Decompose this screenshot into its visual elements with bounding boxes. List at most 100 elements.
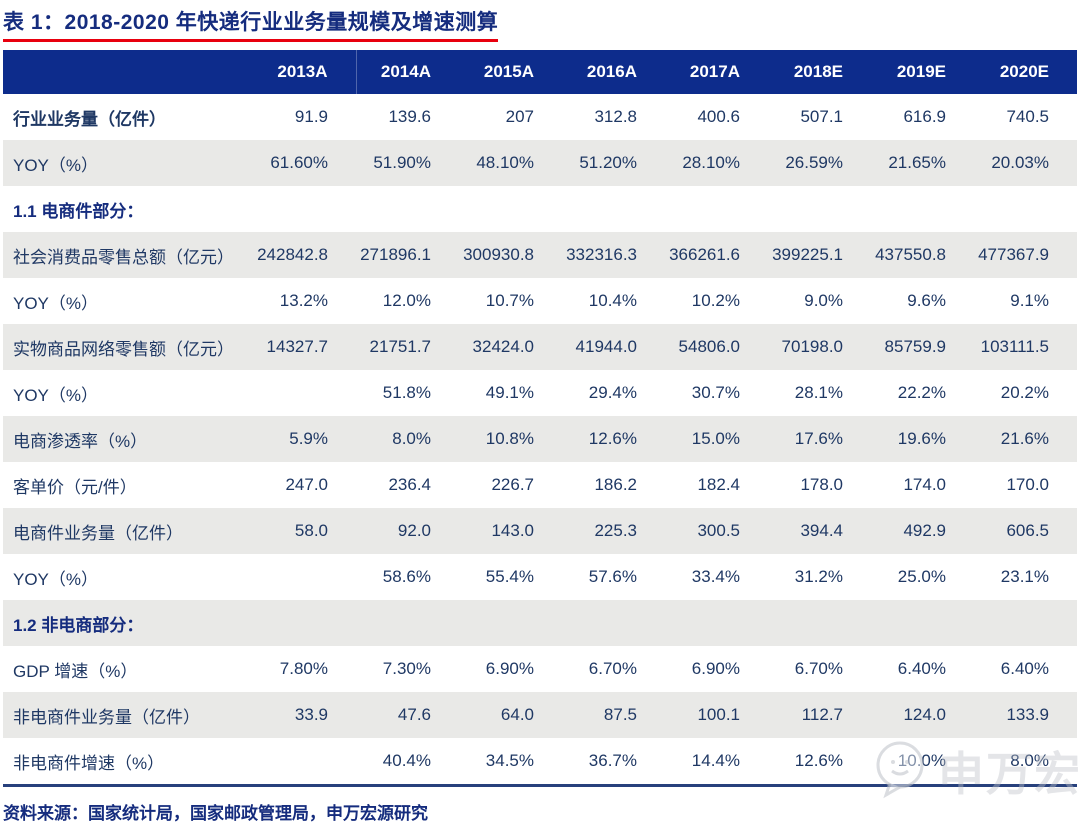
table-row: YOY（%） 51.8% 49.1% 29.4% 30.7% 28.1% 22.2% 20.2… [3, 370, 1077, 416]
header-cell-blank [3, 50, 253, 94]
row-label: 非电商件业务量（亿件） [3, 692, 253, 738]
table-row: 非电商件增速（%） 40.4% 34.5% 36.7% 14.4% 12.6% 10.0% 8… [3, 738, 1077, 786]
cell-value: 226.7 [491, 475, 534, 494]
cell-value: 6.70% [794, 659, 843, 678]
table-row: 客单价（元/件） 247.0 236.4 226.7 186.2 182.4 178.0 17… [3, 462, 1077, 508]
data-table: 2013A 2014A 2015A 2016A 2017A 2018E 2019E 2020E… [3, 50, 1077, 787]
cell-value: 6.70% [588, 659, 637, 678]
cell-value: 48.10% [459, 140, 562, 186]
cell-value: 143.0 [459, 508, 562, 554]
source-note: 资料来源：国家统计局，国家邮政管理局，申万宏源研究 [3, 804, 428, 823]
cell-value: 55.4% [485, 567, 534, 586]
cell-value: 34.5% [485, 751, 534, 770]
row-label: 电商渗透率（%） [3, 416, 253, 462]
header-cell-year: 2015A [459, 50, 562, 94]
cell-value: 28.1% [794, 383, 843, 402]
cell-value: 14327.7 [253, 324, 356, 370]
cell-value: 400.6 [697, 107, 740, 126]
cell-value: 21751.7 [356, 324, 459, 370]
header-cell-year: 2013A [253, 50, 357, 94]
row-label: 非电商件增速（%） [13, 753, 165, 773]
cell-value: 21.6% [974, 416, 1077, 462]
cell-value: 20.03% [974, 140, 1077, 186]
cell-value: 492.9 [871, 508, 974, 554]
section-row: 1.1 电商件部分： [3, 186, 1077, 232]
cell-value: 10.7% [485, 291, 534, 310]
cell-value: 300.5 [665, 508, 768, 554]
cell-value: 19.6% [871, 416, 974, 462]
table-row: 社会消费品零售总额（亿元） 242842.8 271896.1 300930.8 332… [3, 232, 1077, 278]
cell-value: 271896.1 [356, 232, 459, 278]
cell-value: 477367.9 [974, 232, 1077, 278]
cell-value: 182.4 [697, 475, 740, 494]
cell-value: 85759.9 [871, 324, 974, 370]
cell-value: 8.0% [356, 416, 459, 462]
cell-value: 29.4% [588, 383, 637, 402]
row-label: YOY（%） [3, 140, 253, 186]
cell-value: 394.4 [768, 508, 871, 554]
cell-value: 20.2% [1000, 383, 1049, 402]
table-row: 非电商件业务量（亿件） 33.9 47.6 64.0 87.5 100.1 112.7 124… [3, 692, 1077, 738]
cell-value: 740.5 [1006, 107, 1049, 126]
cell-value: 31.2% [794, 567, 843, 586]
cell-value: 133.9 [974, 692, 1077, 738]
table-row: 电商渗透率（%） 5.9% 8.0% 10.8% 12.6% 15.0% 17.6% 19.6… [3, 416, 1077, 462]
cell-value: 51.20% [562, 140, 665, 186]
header-cell-year: 2014A [356, 50, 459, 94]
cell-value: 28.10% [665, 140, 768, 186]
cell-value: 12.6% [562, 416, 665, 462]
cell-value: 606.5 [974, 508, 1077, 554]
cell-value: 47.6 [356, 692, 459, 738]
cell-value: 399225.1 [768, 232, 871, 278]
cell-value: 100.1 [665, 692, 768, 738]
cell-value: 10.8% [459, 416, 562, 462]
cell-value: 236.4 [388, 475, 431, 494]
header-cell-year: 2016A [562, 50, 665, 94]
cell-value: 139.6 [388, 107, 431, 126]
cell-value: 300930.8 [459, 232, 562, 278]
row-label: YOY（%） [13, 385, 99, 405]
header-cell-year: 2019E [871, 50, 974, 94]
cell-value: 6.40% [1000, 659, 1049, 678]
cell-value: 58.6% [382, 567, 431, 586]
cell-value: 87.5 [562, 692, 665, 738]
row-label: YOY（%） [13, 293, 99, 313]
header-row: 2013A 2014A 2015A 2016A 2017A 2018E 2019E 2020E [3, 50, 1077, 94]
cell-value: 12.0% [382, 291, 431, 310]
cell-value: 170.0 [1006, 475, 1049, 494]
cell-value: 91.9 [294, 107, 328, 126]
cell-value: 616.9 [903, 107, 946, 126]
row-label: 行业业务量（亿件） [13, 109, 166, 129]
row-label: 实物商品网络零售额（亿元） [3, 324, 253, 370]
row-label: 电商件业务量（亿件） [3, 508, 253, 554]
cell-value: 366261.6 [665, 232, 768, 278]
cell-value: 6.40% [897, 659, 946, 678]
table-row: YOY（%） 13.2% 12.0% 10.7% 10.4% 10.2% 9.0% 9.6% 9… [3, 278, 1077, 324]
cell-value: 64.0 [459, 692, 562, 738]
cell-value: 14.4% [691, 751, 740, 770]
cell-value: 22.2% [897, 383, 946, 402]
section-label: 1.1 电商件部分： [13, 201, 144, 221]
cell-value: 12.6% [794, 751, 843, 770]
table-row: 实物商品网络零售额（亿元） 14327.7 21751.7 32424.0 41944.… [3, 324, 1077, 370]
cell-value: 61.60% [253, 140, 356, 186]
cell-value: 10.2% [691, 291, 740, 310]
cell-value: 225.3 [562, 508, 665, 554]
table-title: 表 1：2018-2020 年快递行业业务量规模及增速测算 [3, 6, 499, 42]
cell-value: 6.90% [485, 659, 534, 678]
cell-value: 8.0% [1010, 751, 1049, 770]
cell-value: 40.4% [382, 751, 431, 770]
cell-value: 174.0 [903, 475, 946, 494]
cell-value: 7.30% [382, 659, 431, 678]
cell-value: 9.1% [1010, 291, 1049, 310]
cell-value: 507.1 [800, 107, 843, 126]
section-row: 1.2 非电商部分： [3, 600, 1077, 646]
cell-value: 124.0 [871, 692, 974, 738]
cell-value: 26.59% [768, 140, 871, 186]
table-row: GDP 增速（%） 7.80% 7.30% 6.90% 6.70% 6.90% 6.70% 6… [3, 646, 1077, 692]
cell-value: 17.6% [768, 416, 871, 462]
cell-value: 5.9% [253, 416, 356, 462]
row-label: 社会消费品零售总额（亿元） [3, 232, 253, 278]
cell-value: 9.0% [804, 291, 843, 310]
cell-value: 51.90% [356, 140, 459, 186]
